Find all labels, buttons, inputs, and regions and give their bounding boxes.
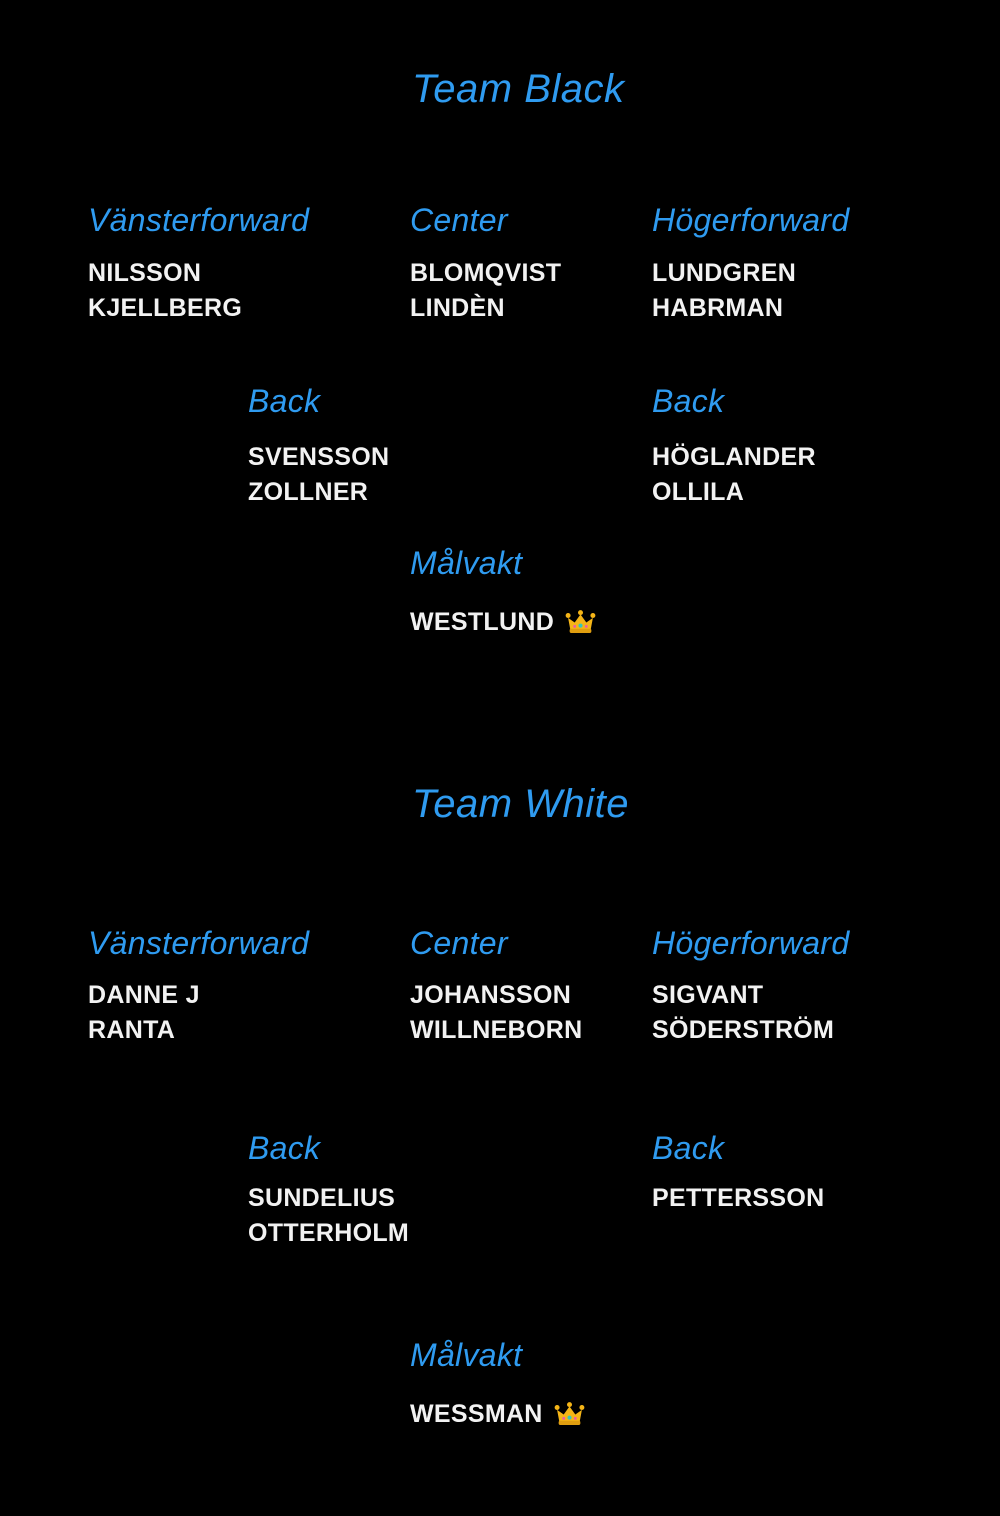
player-name: PETTERSSON <box>652 1184 825 1212</box>
position-label-right-back: Back <box>652 383 725 419</box>
position-label-center: Center <box>410 202 508 238</box>
player-name: JOHANSSON <box>410 981 572 1009</box>
player-name: WILLNEBORN <box>410 1016 583 1044</box>
player-name: OLLILA <box>652 478 745 506</box>
goalkeeper-row: WESTLUND <box>410 608 596 636</box>
goalkeeper-row: WESSMAN <box>410 1400 585 1428</box>
player-name: HABRMAN <box>652 294 784 322</box>
player-name: LINDÈN <box>410 294 505 322</box>
player-name: ZOLLNER <box>248 478 369 506</box>
player-name: WESSMAN <box>410 1400 543 1428</box>
position-label-right-back: Back <box>652 1130 725 1166</box>
player-name: SIGVANT <box>652 981 764 1009</box>
player-name: KJELLBERG <box>88 294 243 322</box>
player-name: HÖGLANDER <box>652 443 816 471</box>
position-label-left-forward: Vänsterforward <box>88 202 310 238</box>
position-label-left-back: Back <box>248 1130 321 1166</box>
position-label-left-back: Back <box>248 383 321 419</box>
position-label-goalkeeper: Målvakt <box>410 545 523 581</box>
position-label-goalkeeper: Målvakt <box>410 1337 523 1373</box>
player-name: WESTLUND <box>410 608 555 636</box>
player-name: OTTERHOLM <box>248 1219 410 1247</box>
player-name: LUNDGREN <box>652 259 797 287</box>
player-name: RANTA <box>88 1016 176 1044</box>
player-name: DANNE J <box>88 981 200 1009</box>
player-name: SVENSSON <box>248 443 390 471</box>
team-black-title: Team Black <box>412 67 625 111</box>
player-name: BLOMQVIST <box>410 259 562 287</box>
position-label-right-forward: Högerforward <box>652 925 850 961</box>
player-name: SUNDELIUS <box>248 1184 396 1212</box>
crown-icon <box>565 609 596 636</box>
player-name: SÖDERSTRÖM <box>652 1016 835 1044</box>
position-label-right-forward: Högerforward <box>652 202 850 238</box>
position-label-left-forward: Vänsterforward <box>88 925 310 961</box>
crown-icon <box>554 1401 585 1428</box>
player-name: NILSSON <box>88 259 202 287</box>
team-white-title: Team White <box>412 782 629 826</box>
position-label-center: Center <box>410 925 508 961</box>
